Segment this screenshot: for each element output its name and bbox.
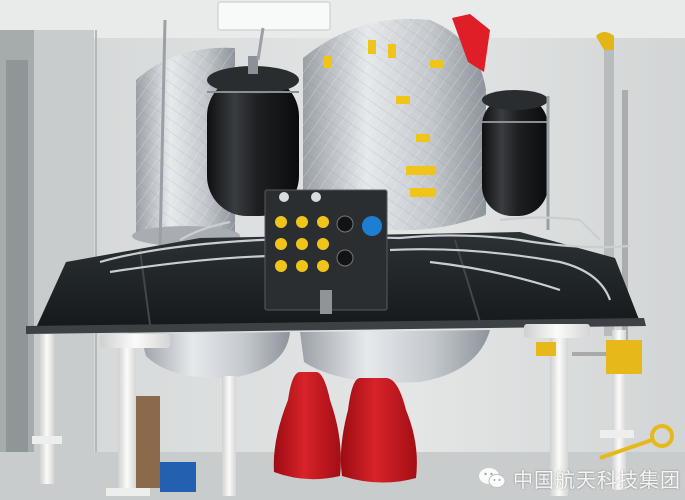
support-stand-mid <box>222 376 236 496</box>
gantry-pole-2 <box>622 90 628 370</box>
red-tag <box>452 14 490 72</box>
wechat-icon <box>479 468 506 488</box>
watermark: 中国航天科技集团 <box>477 464 681 492</box>
support-stand-left <box>100 334 170 496</box>
watermark-text: 中国航天科技集团 <box>513 467 681 492</box>
lower-tank-right <box>300 330 490 383</box>
door-panel <box>6 60 28 500</box>
support-stand-far-left <box>32 334 62 484</box>
yellow-hook <box>596 32 614 50</box>
frame-rod-mid <box>256 27 265 61</box>
right-insulated-tank <box>303 18 486 231</box>
yellow-connector-caps <box>275 216 329 272</box>
control-panel <box>264 189 388 314</box>
left-pressure-tank <box>207 56 299 216</box>
frame-rod-left <box>158 19 167 251</box>
black-knob-lower <box>336 249 354 267</box>
right-pressure-tank <box>482 90 548 216</box>
ceiling-light <box>217 1 331 31</box>
black-knob <box>336 215 354 233</box>
deck-rim <box>26 318 646 334</box>
red-nozzle-cover-right <box>340 378 417 483</box>
wood-cabinet <box>132 396 160 488</box>
lower-tank-left <box>140 332 290 379</box>
gantry-pole <box>604 36 614 336</box>
yellow-handwheel <box>599 424 674 460</box>
support-stand-right <box>524 324 590 496</box>
red-nozzle-cover-left <box>273 372 341 480</box>
blue-connector <box>362 216 382 236</box>
yellow-clamp <box>536 340 642 374</box>
blue-box <box>160 462 196 492</box>
ceiling <box>0 0 685 38</box>
